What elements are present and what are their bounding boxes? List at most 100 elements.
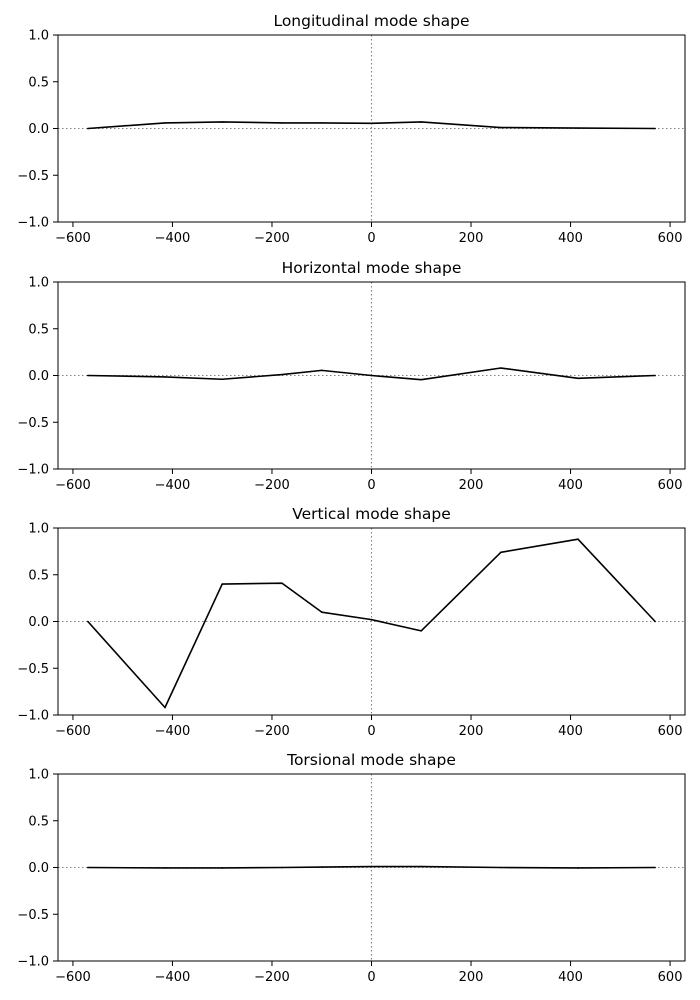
- x-tick-label: 400: [558, 724, 583, 739]
- y-tick-label: −0.5: [17, 662, 49, 677]
- x-tick-label: −600: [55, 970, 91, 985]
- y-tick-label: 0.0: [28, 369, 49, 384]
- y-tick-label: 0.5: [28, 75, 49, 90]
- x-tick-label: 400: [558, 231, 583, 246]
- mode-shape-line: [87, 865, 656, 869]
- data-point: [87, 374, 89, 377]
- data-point: [221, 583, 224, 585]
- x-tick-label: 200: [459, 478, 484, 493]
- data-point: [654, 866, 656, 869]
- x-tick-label: −400: [155, 970, 191, 985]
- data-point: [420, 378, 423, 381]
- y-tick-label: −1.0: [17, 955, 49, 970]
- x-tick-label: 200: [459, 970, 484, 985]
- y-tick-label: 0.5: [28, 322, 49, 337]
- data-point: [320, 122, 323, 124]
- data-point: [370, 374, 373, 377]
- panel-title: Longitudinal mode shape: [273, 12, 469, 30]
- mode-shape-line: [87, 121, 656, 130]
- x-tick-label: −400: [155, 724, 191, 739]
- data-point: [654, 620, 656, 623]
- panel-title: Vertical mode shape: [292, 505, 451, 523]
- panel-1: Longitudinal mode shape −600 −400 −200 0 200 4…: [17, 12, 686, 246]
- data-point: [320, 611, 323, 613]
- panel-3: Vertical mode shape −600 −400 −200 0 200 400 60…: [17, 505, 686, 739]
- x-tick-label: 200: [459, 724, 484, 739]
- data-point: [281, 582, 283, 584]
- x-tick-label: −200: [254, 231, 290, 246]
- data-point: [577, 127, 579, 129]
- x-tick-label: −600: [55, 231, 91, 246]
- data-point: [370, 122, 373, 125]
- mode-shape-line: [87, 538, 656, 709]
- data-point: [87, 127, 89, 130]
- x-tick-label: −200: [254, 970, 290, 985]
- y-tick-label: −0.5: [17, 416, 49, 431]
- data-point: [221, 867, 224, 869]
- x-tick-label: −600: [55, 724, 91, 739]
- x-tick-label: −200: [254, 724, 290, 739]
- y-tick-label: 1.0: [28, 522, 49, 537]
- data-point: [577, 377, 579, 380]
- data-point: [164, 122, 166, 124]
- data-point: [281, 373, 283, 376]
- data-point: [500, 367, 502, 369]
- data-point: [500, 551, 502, 554]
- x-tick-label: 200: [459, 231, 484, 246]
- x-tick-label: 600: [658, 724, 683, 739]
- x-tick-label: −200: [254, 478, 290, 493]
- y-tick-label: −0.5: [17, 908, 49, 923]
- x-tick-label: 400: [558, 478, 583, 493]
- x-tick-label: −600: [55, 478, 91, 493]
- y-tick-label: −1.0: [17, 216, 49, 231]
- panel-title: Torsional mode shape: [286, 751, 456, 769]
- x-tick-label: −400: [155, 231, 191, 246]
- x-tick-label: 0: [367, 970, 375, 985]
- y-tick-label: 0.0: [28, 615, 49, 630]
- y-tick-label: 1.0: [28, 29, 49, 44]
- data-point: [320, 369, 323, 372]
- panel-4: Torsional mode shape −600 −400 −200 0 200 400 6…: [17, 751, 686, 985]
- data-point: [654, 127, 656, 130]
- panel-2: Horizontal mode shape −600 −400 −200 0 200 400…: [17, 259, 686, 493]
- data-point: [164, 706, 166, 709]
- data-point: [420, 121, 423, 123]
- y-tick-label: −1.0: [17, 709, 49, 724]
- data-point: [164, 867, 166, 869]
- data-point: [654, 374, 656, 377]
- data-point: [87, 620, 89, 623]
- data-point: [221, 121, 224, 123]
- y-tick-label: 0.5: [28, 814, 49, 829]
- x-tick-label: 0: [367, 478, 375, 493]
- data-point: [420, 865, 423, 868]
- data-point: [577, 538, 579, 541]
- data-point: [420, 630, 423, 632]
- data-point: [320, 866, 323, 868]
- y-tick-label: 1.0: [28, 768, 49, 783]
- data-point: [370, 865, 373, 868]
- x-tick-label: 600: [658, 231, 683, 246]
- x-tick-label: −400: [155, 478, 191, 493]
- data-point: [500, 866, 502, 869]
- y-tick-label: 0.0: [28, 861, 49, 876]
- data-point: [221, 378, 224, 381]
- x-tick-label: 0: [367, 231, 375, 246]
- data-point: [370, 618, 373, 621]
- data-point: [164, 376, 166, 378]
- data-point: [281, 866, 283, 869]
- data-point: [87, 866, 89, 869]
- y-tick-label: 0.0: [28, 122, 49, 137]
- x-tick-label: 0: [367, 724, 375, 739]
- x-tick-label: 400: [558, 970, 583, 985]
- mode-shape-line: [87, 367, 656, 381]
- panel-title: Horizontal mode shape: [282, 259, 462, 277]
- data-point: [500, 126, 502, 129]
- x-tick-label: 600: [658, 970, 683, 985]
- y-tick-label: −0.5: [17, 169, 49, 184]
- data-point: [281, 122, 283, 124]
- y-tick-label: 0.5: [28, 568, 49, 583]
- data-point: [577, 867, 579, 869]
- x-tick-label: 600: [658, 478, 683, 493]
- y-tick-label: 1.0: [28, 276, 49, 291]
